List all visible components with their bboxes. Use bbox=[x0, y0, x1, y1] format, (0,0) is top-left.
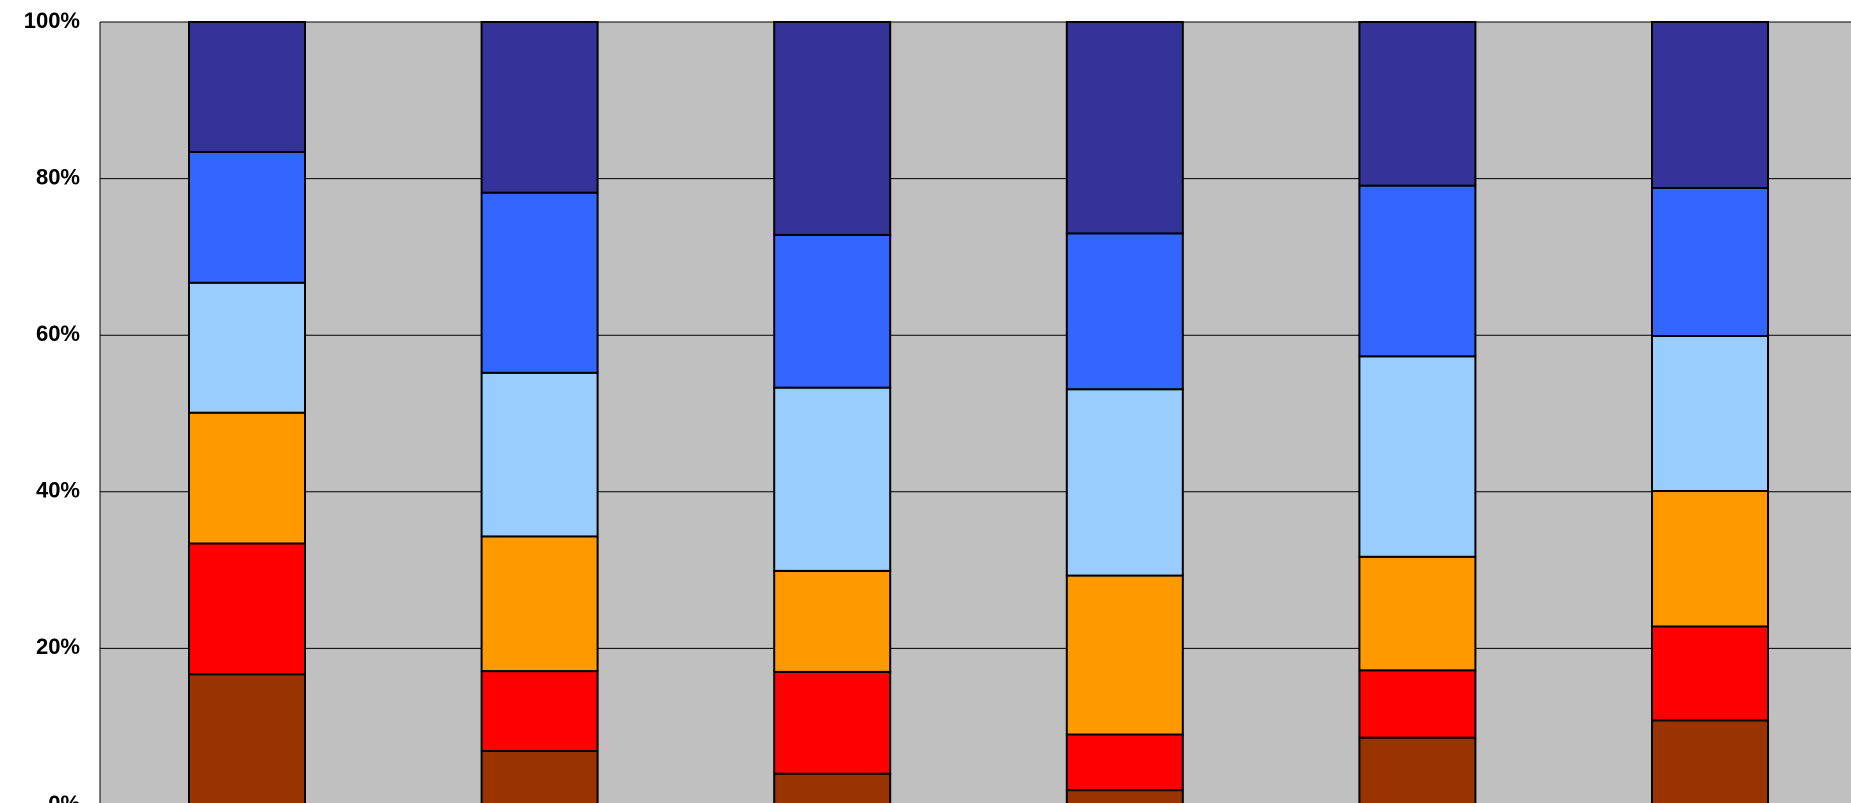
bar-segment bbox=[480, 749, 599, 803]
bar-segment bbox=[188, 150, 306, 284]
bar-segment bbox=[1651, 21, 1769, 189]
bar-segment bbox=[1065, 232, 1184, 391]
bar-segment bbox=[773, 569, 892, 673]
y-tick-label: 60% bbox=[36, 321, 80, 346]
bar-segment bbox=[1065, 789, 1184, 803]
bar-segment bbox=[1358, 736, 1477, 803]
plot-area bbox=[100, 22, 1851, 803]
y-tick-label: 20% bbox=[36, 634, 80, 659]
bar-segment bbox=[773, 670, 892, 775]
bar-segment bbox=[188, 21, 306, 153]
bars bbox=[188, 21, 1769, 803]
bar-segment bbox=[1065, 21, 1184, 235]
y-tick-label: 80% bbox=[36, 164, 80, 189]
y-tick-label: 100% bbox=[24, 8, 80, 33]
bar-segment bbox=[1065, 733, 1184, 792]
bar-segment bbox=[480, 535, 599, 673]
y-tick-label: 40% bbox=[36, 478, 80, 503]
bar-segment bbox=[1065, 574, 1184, 736]
bar-segment bbox=[188, 673, 306, 803]
bar-segment bbox=[1358, 669, 1477, 739]
y-axis-tick-labels: 0% 20% 40% 60% 80% 100% bbox=[24, 8, 80, 803]
bar-segment bbox=[1358, 184, 1477, 358]
bar-segment bbox=[1358, 355, 1477, 558]
bar-segment bbox=[480, 371, 599, 538]
bar-segment bbox=[188, 542, 306, 676]
bar-segment bbox=[480, 191, 599, 374]
bar-segment bbox=[773, 386, 892, 572]
gridlines bbox=[100, 21, 1851, 649]
bar-segment bbox=[1651, 490, 1769, 628]
y-tick-label: 0% bbox=[48, 791, 80, 803]
bar-segment bbox=[188, 281, 306, 414]
bar-segment bbox=[480, 670, 599, 752]
bar-segment bbox=[1651, 334, 1769, 493]
bar-segment bbox=[1065, 388, 1184, 577]
bar-segment bbox=[1358, 555, 1477, 672]
bar-segment bbox=[773, 772, 892, 803]
bar-segment bbox=[480, 21, 599, 194]
bar-segment bbox=[773, 233, 892, 389]
bar-segment bbox=[1651, 625, 1769, 722]
bar-segment bbox=[773, 21, 892, 236]
bar-segment bbox=[1651, 186, 1769, 337]
bar-segment bbox=[1358, 21, 1477, 187]
bar-segment bbox=[188, 411, 306, 545]
bar-segment bbox=[1651, 719, 1769, 803]
